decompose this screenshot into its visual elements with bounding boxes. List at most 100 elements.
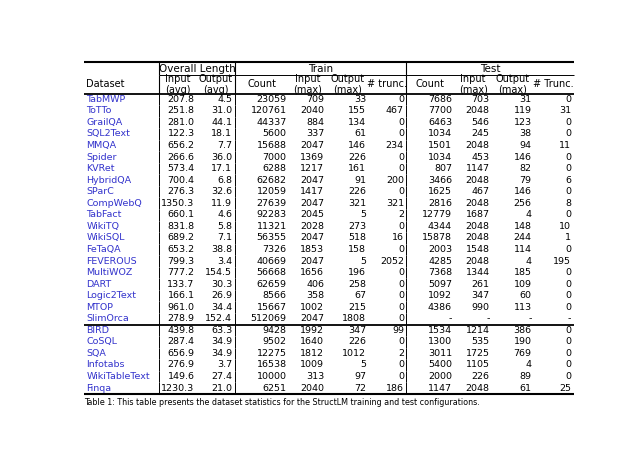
Text: 0: 0 (398, 187, 404, 196)
Text: 2028: 2028 (300, 222, 324, 231)
Text: 256: 256 (513, 199, 532, 208)
Text: MMQA: MMQA (86, 141, 116, 150)
Text: 0: 0 (398, 337, 404, 346)
Text: 1147: 1147 (466, 164, 490, 173)
Text: 386: 386 (513, 326, 532, 335)
Text: 38: 38 (520, 129, 532, 139)
Text: 777.2: 777.2 (168, 268, 195, 277)
Text: Overall Length: Overall Length (159, 64, 236, 73)
Text: 1217: 1217 (300, 164, 324, 173)
Text: 2045: 2045 (300, 210, 324, 219)
Text: 32.6: 32.6 (211, 187, 232, 196)
Text: Input
(max): Input (max) (459, 73, 488, 95)
Text: MultiWOZ: MultiWOZ (86, 268, 132, 277)
Text: 656.2: 656.2 (168, 141, 195, 150)
Text: 2048: 2048 (466, 233, 490, 242)
Text: WikiTQ: WikiTQ (86, 222, 119, 231)
Text: 114: 114 (513, 245, 532, 254)
Text: 31.0: 31.0 (211, 106, 232, 115)
Text: 703: 703 (472, 95, 490, 104)
Text: 56355: 56355 (257, 233, 287, 242)
Text: 0: 0 (398, 279, 404, 289)
Text: Train: Train (308, 64, 333, 73)
Text: 109: 109 (513, 279, 532, 289)
Text: Count: Count (247, 80, 276, 89)
Text: 337: 337 (306, 129, 324, 139)
Text: 2047: 2047 (300, 233, 324, 242)
Text: SQA: SQA (86, 349, 106, 358)
Text: 467: 467 (472, 187, 490, 196)
Text: 4386: 4386 (428, 303, 452, 312)
Text: 535: 535 (472, 337, 490, 346)
Text: 884: 884 (307, 118, 324, 127)
Text: 207.8: 207.8 (168, 95, 195, 104)
Text: 358: 358 (306, 291, 324, 300)
Text: 546: 546 (472, 118, 490, 127)
Text: 660.1: 660.1 (168, 210, 195, 219)
Text: 2048: 2048 (466, 141, 490, 150)
Text: FeTaQA: FeTaQA (86, 245, 121, 254)
Text: 347: 347 (348, 326, 366, 335)
Text: 82: 82 (520, 164, 532, 173)
Text: 2003: 2003 (428, 245, 452, 254)
Text: 26.9: 26.9 (211, 291, 232, 300)
Text: 0: 0 (565, 372, 572, 381)
Text: 63.3: 63.3 (211, 326, 232, 335)
Text: 27.4: 27.4 (211, 372, 232, 381)
Text: 6: 6 (565, 176, 572, 185)
Text: GrailQA: GrailQA (86, 118, 122, 127)
Text: 5: 5 (360, 360, 366, 370)
Text: 573.4: 573.4 (168, 164, 195, 173)
Text: 4.5: 4.5 (217, 95, 232, 104)
Text: 1002: 1002 (300, 303, 324, 312)
Text: 18.1: 18.1 (211, 129, 232, 139)
Text: 120761: 120761 (251, 106, 287, 115)
Text: 72: 72 (354, 384, 366, 392)
Text: 2040: 2040 (300, 384, 324, 392)
Text: 0: 0 (398, 360, 404, 370)
Text: 6251: 6251 (262, 384, 287, 392)
Text: Spider: Spider (86, 153, 116, 161)
Text: 5: 5 (360, 257, 366, 266)
Text: 273: 273 (348, 222, 366, 231)
Text: 226: 226 (472, 372, 490, 381)
Text: Dataset: Dataset (86, 80, 125, 89)
Text: 154.5: 154.5 (205, 268, 232, 277)
Text: 113: 113 (513, 303, 532, 312)
Text: 1350.3: 1350.3 (161, 199, 195, 208)
Text: 1092: 1092 (428, 291, 452, 300)
Text: 11321: 11321 (257, 222, 287, 231)
Text: 7326: 7326 (262, 245, 287, 254)
Text: 7686: 7686 (428, 95, 452, 104)
Text: -: - (528, 314, 532, 323)
Text: 251.8: 251.8 (168, 106, 195, 115)
Text: 1656: 1656 (300, 268, 324, 277)
Text: 709: 709 (307, 95, 324, 104)
Text: 266.6: 266.6 (168, 153, 195, 161)
Text: 190: 190 (513, 337, 532, 346)
Text: -: - (486, 314, 490, 323)
Text: 40669: 40669 (257, 257, 287, 266)
Text: 1369: 1369 (300, 153, 324, 161)
Text: SParC: SParC (86, 187, 114, 196)
Text: Output
(max): Output (max) (330, 73, 365, 95)
Text: 1640: 1640 (300, 337, 324, 346)
Text: 2: 2 (398, 349, 404, 358)
Text: 0: 0 (565, 153, 572, 161)
Text: 1012: 1012 (342, 349, 366, 358)
Text: 2047: 2047 (300, 176, 324, 185)
Text: 0: 0 (565, 291, 572, 300)
Text: 5097: 5097 (428, 279, 452, 289)
Text: 3.4: 3.4 (217, 257, 232, 266)
Text: 2048: 2048 (466, 106, 490, 115)
Text: 36.0: 36.0 (211, 153, 232, 161)
Text: 1300: 1300 (428, 337, 452, 346)
Text: 656.9: 656.9 (168, 349, 195, 358)
Text: 1812: 1812 (300, 349, 324, 358)
Text: 453: 453 (472, 153, 490, 161)
Text: 15667: 15667 (257, 303, 287, 312)
Text: 0: 0 (398, 153, 404, 161)
Text: 161: 161 (348, 164, 366, 173)
Text: 146: 146 (513, 153, 532, 161)
Text: 2048: 2048 (466, 199, 490, 208)
